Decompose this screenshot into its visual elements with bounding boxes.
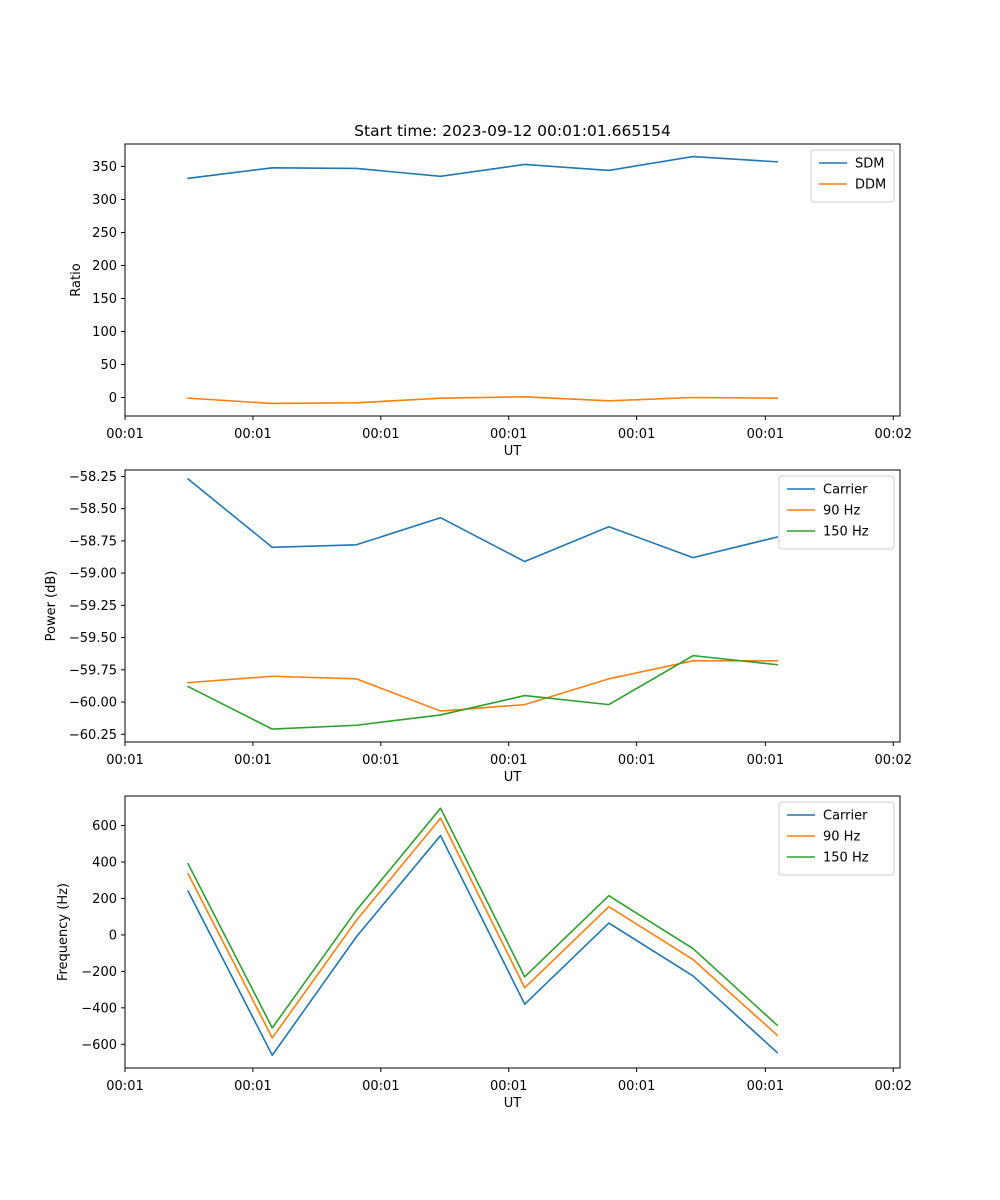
y-tick-label: −600: [81, 1038, 117, 1053]
plot-frame: [124, 795, 901, 1069]
y-tick-label: −400: [81, 1001, 117, 1016]
legend-label: DDM: [855, 178, 886, 193]
series-line-150-hz: [187, 654, 779, 730]
x-tick-label: 00:01: [618, 427, 655, 442]
x-axis-label: UT: [504, 444, 522, 459]
y-tick-label: 250: [92, 226, 117, 241]
legend: SDM DDM: [810, 149, 895, 203]
x-tick-label: 00:01: [106, 427, 143, 442]
legend-label: 90 Hz: [823, 504, 860, 519]
series-line-sdm: [187, 155, 778, 180]
x-axis-label: UT: [504, 1096, 522, 1111]
x-tick-label: 00:01: [234, 753, 271, 768]
y-tick-label: −58.50: [69, 502, 117, 517]
y-tick-label: 600: [92, 819, 117, 834]
x-axis-label: UT: [504, 770, 522, 785]
y-tick-label: 200: [92, 892, 117, 907]
x-tick-label: 00:02: [875, 427, 912, 442]
x-tick-label: 00:01: [747, 753, 784, 768]
x-tick-label: 00:01: [234, 1079, 271, 1094]
legend-label: 90 Hz: [823, 830, 860, 845]
x-tick-label: 00:01: [490, 427, 527, 442]
legend-label: SDM: [855, 157, 884, 172]
x-tick-label: 00:02: [875, 753, 912, 768]
y-tick-label: 0: [109, 391, 117, 406]
legend-label: 150 Hz: [823, 525, 869, 540]
y-tick-label: −59.75: [69, 663, 117, 678]
x-tick-label: 00:01: [234, 427, 271, 442]
y-axis-label: Frequency (Hz): [56, 883, 71, 981]
x-tick-label: 00:01: [362, 427, 399, 442]
series-line-90-hz: [187, 817, 779, 1039]
x-tick-label: 00:01: [362, 753, 399, 768]
y-axis-label: Ratio: [69, 263, 84, 296]
y-tick-label: −200: [81, 965, 117, 980]
y-tick-label: 400: [92, 855, 117, 870]
y-tick-label: 150: [92, 292, 117, 307]
x-tick-label: 00:01: [106, 753, 143, 768]
y-tick-label: −60.00: [69, 696, 117, 711]
series-line-90-hz: [187, 659, 778, 712]
y-tick-label: −60.25: [69, 728, 117, 743]
x-tick-label: 00:01: [490, 753, 527, 768]
x-tick-label: 00:01: [747, 427, 784, 442]
y-tick-label: −58.25: [69, 470, 117, 485]
panel-1: 00:01 00:01 00:01 00:01 00:01 00:01 00:02 0 50 10…: [69, 143, 912, 459]
x-tick-label: 00:01: [490, 1079, 527, 1094]
y-tick-label: 200: [92, 259, 117, 274]
y-tick-label: 0: [109, 928, 117, 943]
y-tick-label: −59.00: [69, 567, 117, 582]
series-line-150-hz: [187, 807, 779, 1029]
x-tick-label: 00:01: [362, 1079, 399, 1094]
y-tick-label: 350: [92, 160, 117, 175]
legend-label: Carrier: [823, 809, 868, 824]
panel-2: 00:01 00:01 00:01 00:01 00:01 00:01 00:02 −58.2…: [44, 469, 912, 785]
y-tick-label: −58.75: [69, 534, 117, 549]
x-tick-label: 00:01: [106, 1079, 143, 1094]
legend-label: Carrier: [823, 483, 868, 498]
plot-frame: [124, 143, 901, 417]
x-tick-label: 00:01: [618, 753, 655, 768]
y-tick-label: −59.50: [69, 631, 117, 646]
y-tick-label: 50: [100, 358, 117, 373]
y-axis-label: Power (dB): [44, 571, 59, 642]
legend: Carrier 90 Hz 150 Hz: [778, 801, 895, 876]
legend: Carrier 90 Hz 150 Hz: [778, 475, 895, 550]
series-line-carrier: [187, 834, 779, 1057]
panel-3: 00:01 00:01 00:01 00:01 00:01 00:01 00:02 −600 −…: [56, 795, 912, 1111]
series-line-ddm: [187, 396, 778, 405]
x-tick-label: 00:01: [747, 1079, 784, 1094]
y-tick-label: 300: [92, 193, 117, 208]
y-tick-label: 100: [92, 325, 117, 340]
chart-title: Start time: 2023-09-12 00:01:01.665154: [354, 122, 671, 140]
x-tick-label: 00:01: [618, 1079, 655, 1094]
y-tick-label: −59.25: [69, 599, 117, 614]
legend-label: 150 Hz: [823, 851, 869, 866]
series-line-carrier: [186, 477, 779, 563]
x-tick-label: 00:02: [875, 1079, 912, 1094]
plot-frame: [124, 469, 901, 743]
